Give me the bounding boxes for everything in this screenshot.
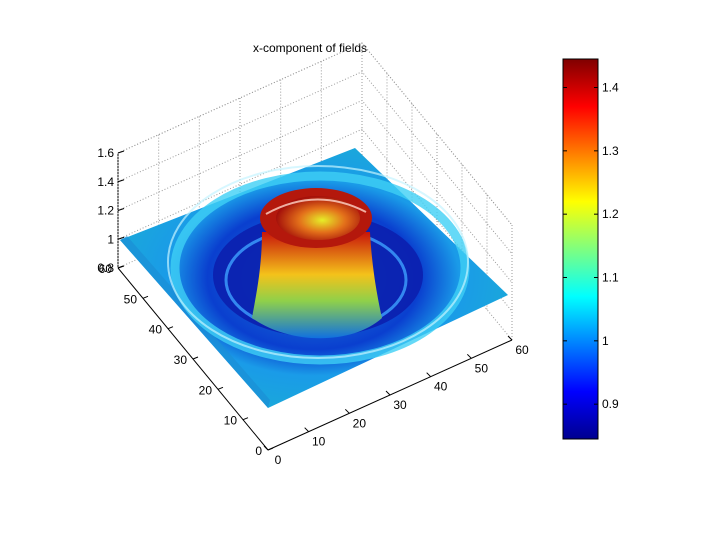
colorbar: 0.9 1 1.1 1.2 1.3 1.4	[562, 58, 619, 440]
y-tick-label: 10	[224, 414, 238, 428]
z-tick-mark	[117, 236, 125, 240]
z-gridline	[117, 128, 513, 312]
z-gridline	[117, 42, 513, 226]
x-tick-label: 20	[353, 416, 367, 430]
x-tick-mark	[466, 353, 472, 359]
x-tick-label: 0	[275, 453, 282, 467]
x-tick-label: 60	[515, 343, 529, 357]
y-tick-label: 40	[149, 323, 163, 337]
y-tick-mark	[192, 356, 199, 360]
colorbar-tick-label: 1.1	[602, 271, 619, 285]
z-tick-label: 0.8	[97, 261, 114, 275]
z-tick-mark	[117, 208, 125, 211]
x-tick-label: 40	[434, 380, 448, 394]
z-tick-label: 1.4	[97, 175, 114, 189]
z-tick-label: 1	[107, 232, 114, 246]
surface-plot	[120, 148, 508, 408]
z-tick-mark	[117, 179, 125, 183]
x-tick-mark	[263, 445, 269, 451]
peak-rim-highlight	[265, 198, 367, 215]
y-tick-label: 0	[255, 444, 262, 458]
z-gridline	[117, 71, 513, 255]
colorbar-scale	[562, 58, 599, 440]
y-tick-mark	[117, 265, 124, 269]
colorbar-tick-label: 1.4	[602, 81, 619, 95]
y-tick-mark	[267, 447, 274, 451]
axes-3d: 0.8 1 1.2 1.4 1.6 0 10 20 30 40 50 60 0 10 20 30 40 50 60	[97, 42, 529, 467]
colorbar-tick-label: 0.9	[602, 397, 619, 411]
colorbar-ticks: 0.9 1 1.1 1.2 1.3 1.4	[563, 81, 619, 411]
z-tick-mark	[117, 150, 125, 154]
colorbar-tick-label: 1	[602, 334, 609, 348]
surface-front-edge	[120, 236, 270, 408]
y-tick-label: 60	[99, 262, 113, 276]
peak-cone	[252, 232, 382, 339]
y-tick-mark	[142, 295, 149, 299]
colorbar-tick-label: 1.2	[602, 207, 619, 221]
y-tick-mark	[167, 326, 174, 330]
x-tick-label: 50	[475, 361, 489, 375]
x-tick-mark	[507, 335, 513, 341]
axis-ticks: 0.8 1 1.2 1.4 1.6 0 10 20 30 40 50 60 0 10 20 30 40 50 60	[97, 146, 529, 467]
chart-title: x-component of fields	[253, 41, 367, 55]
z-tick-label: 1.2	[97, 204, 114, 218]
x-tick-label: 10	[312, 435, 326, 449]
y-tick-mark	[242, 417, 249, 421]
x-tick-mark	[304, 427, 310, 433]
outer-ridge-highlight	[167, 165, 469, 359]
x-tick-mark	[344, 408, 350, 414]
y-tick-label: 50	[124, 292, 138, 306]
z-tick-label: 1.6	[97, 146, 114, 160]
outer-ridge	[170, 171, 470, 365]
y-tick-mark	[217, 386, 224, 390]
x-tick-mark	[426, 372, 432, 378]
y-tick-label: 30	[174, 353, 188, 367]
x-tick-label: 30	[393, 398, 407, 412]
peak-crater	[276, 196, 360, 240]
y-tick-label: 20	[199, 383, 213, 397]
x-tick-mark	[385, 390, 391, 396]
colorbar-tick-label: 1.3	[602, 144, 619, 158]
